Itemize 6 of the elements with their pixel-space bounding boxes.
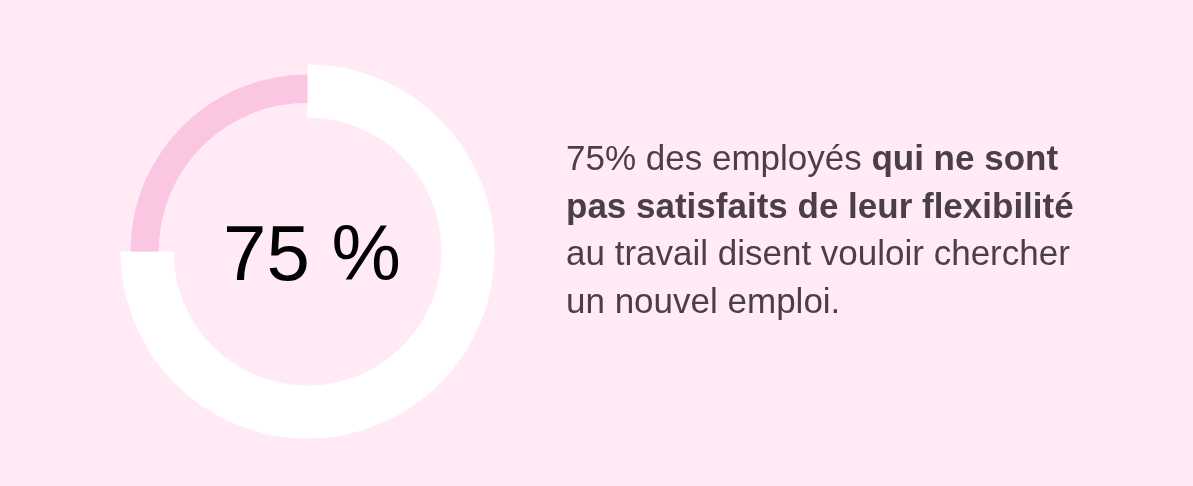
text: au travail disent vouloir chercher: [566, 233, 1071, 273]
text: pas satisfaits de leur flexibilité: [566, 185, 1074, 225]
text: 75% des employés: [566, 138, 862, 177]
text: 75 %: [223, 209, 401, 297]
text: un nouvel emploi.: [566, 281, 841, 321]
text: qui ne sont: [871, 138, 1059, 177]
